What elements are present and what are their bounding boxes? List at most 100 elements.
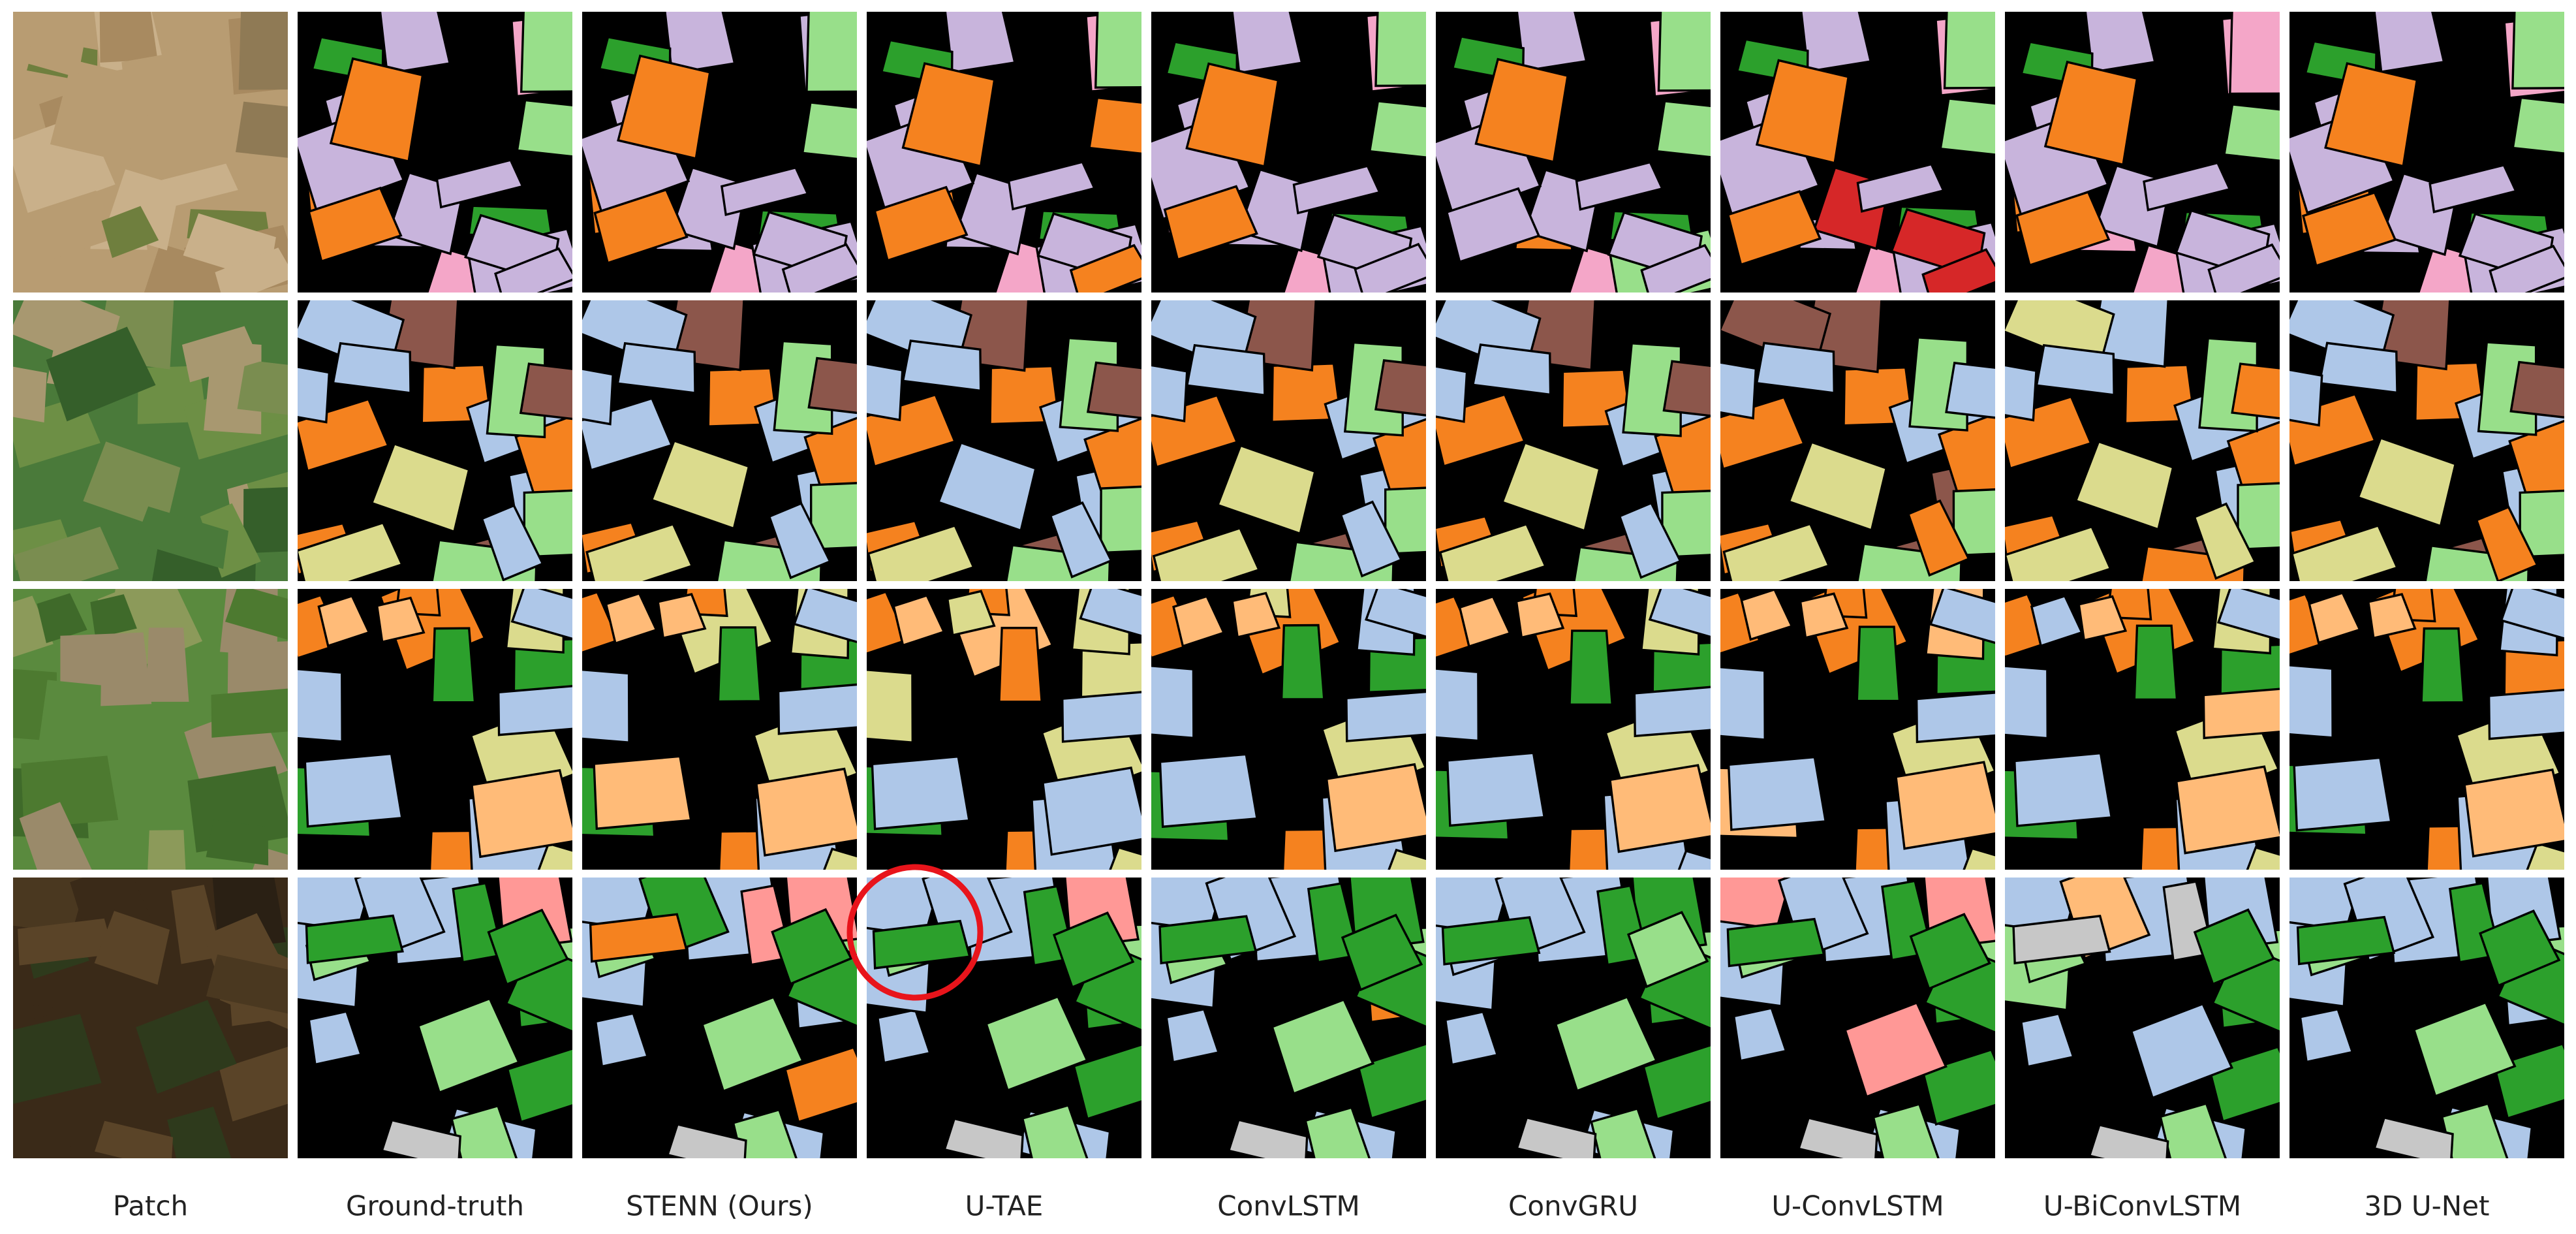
image-cell — [2289, 12, 2564, 293]
image-cell — [1720, 12, 1995, 293]
segment — [2084, 12, 2156, 74]
segment — [380, 1118, 461, 1158]
segment — [768, 501, 832, 580]
segment — [616, 341, 696, 394]
image-cell — [1436, 589, 1711, 870]
segment — [1590, 1107, 1656, 1158]
segment — [732, 1108, 798, 1158]
segment — [317, 594, 371, 648]
segment — [946, 590, 996, 637]
image-cell — [13, 12, 288, 293]
segment — [2133, 624, 2179, 701]
image-cell — [582, 878, 857, 1158]
field — [206, 819, 269, 866]
segment — [2207, 243, 2280, 293]
segment — [370, 442, 471, 533]
segment — [1945, 361, 1995, 419]
segment — [593, 755, 692, 831]
segment — [519, 362, 572, 420]
field — [167, 1106, 232, 1158]
segment — [1622, 341, 1683, 437]
segment — [867, 669, 914, 744]
field — [14, 526, 119, 581]
segment — [520, 12, 572, 93]
segment — [2005, 364, 2038, 422]
segment — [2500, 589, 2564, 640]
segment — [892, 593, 946, 647]
segment — [1354, 242, 1426, 293]
segment — [1726, 190, 1822, 266]
segment — [2202, 688, 2280, 740]
segment — [2289, 664, 2334, 739]
segment — [1909, 913, 1991, 990]
field — [215, 247, 288, 293]
segment — [1740, 589, 1793, 641]
segment — [664, 12, 736, 75]
segment — [1052, 911, 1135, 989]
segment — [1374, 359, 1426, 417]
segment — [1341, 913, 1423, 992]
segment — [1151, 364, 1188, 422]
field — [13, 1128, 72, 1158]
segment — [1515, 1116, 1597, 1158]
image-cell — [1151, 589, 1426, 870]
segment — [1722, 522, 1831, 581]
field — [50, 59, 142, 163]
field — [146, 627, 189, 702]
segment — [2159, 1102, 2227, 1158]
image-cell — [298, 300, 572, 581]
segment — [717, 626, 762, 703]
segment — [998, 627, 1043, 703]
image-cell — [13, 300, 288, 581]
segment — [2412, 1001, 2517, 1098]
segment — [1231, 12, 1303, 74]
segment — [582, 368, 614, 426]
segment — [1963, 847, 1995, 870]
segment — [2074, 440, 2175, 531]
segment — [2193, 502, 2257, 580]
segment — [1445, 187, 1541, 264]
field — [243, 486, 288, 554]
image-cell — [13, 878, 288, 1158]
segment — [1165, 1007, 1220, 1064]
segment — [792, 589, 857, 644]
column-label: 3D U-Net — [2364, 1190, 2489, 1222]
field — [206, 954, 288, 1014]
field — [121, 47, 221, 119]
image-cell — [867, 878, 1141, 1158]
segment — [2508, 419, 2564, 514]
highlight-circle — [846, 864, 984, 1001]
segment — [781, 243, 857, 293]
segment — [1655, 99, 1711, 159]
column-labels: Patch Ground-truth STENN (Ours) U-TAE ConvLS… — [113, 1190, 2490, 1222]
segment — [1109, 846, 1141, 870]
segment — [1855, 625, 1901, 703]
field — [152, 163, 238, 211]
image-cell — [867, 589, 1141, 870]
segment — [298, 521, 404, 581]
segment — [2463, 768, 2564, 858]
segment — [2088, 1123, 2169, 1158]
image-cell — [1436, 12, 1711, 293]
segment — [589, 913, 689, 963]
segment — [497, 685, 572, 736]
segment — [2293, 756, 2393, 832]
segment — [867, 362, 904, 422]
segment — [1856, 163, 1946, 213]
image-cell — [867, 12, 1141, 293]
segment — [480, 504, 544, 581]
segment — [298, 366, 331, 424]
segment — [873, 185, 969, 262]
segment — [2229, 12, 2280, 95]
segment — [1163, 185, 1258, 261]
segment — [2077, 595, 2128, 642]
segment — [1755, 59, 1850, 165]
segment — [1231, 592, 1281, 639]
segment — [801, 101, 857, 161]
segment — [2246, 846, 2280, 870]
segment — [2487, 688, 2564, 740]
field — [13, 366, 47, 423]
segment — [1515, 12, 1588, 72]
segment — [1677, 849, 1711, 870]
